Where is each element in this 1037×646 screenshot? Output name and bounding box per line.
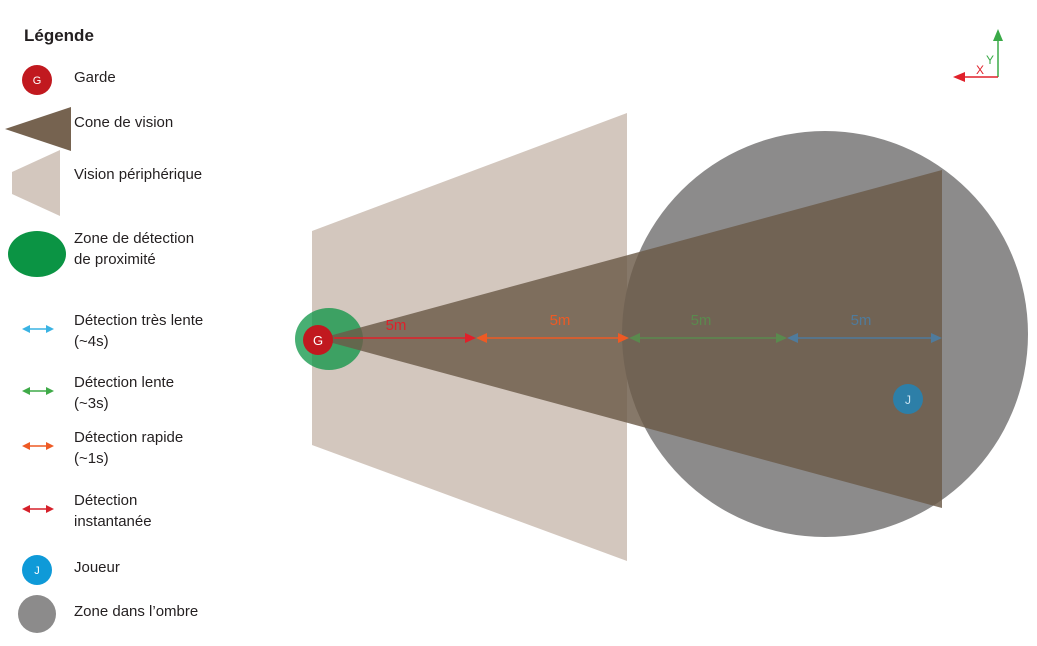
legend-label-line: (~1s) (74, 450, 109, 467)
legend-label-line: Garde (74, 69, 116, 86)
peripheral-vision-icon (12, 150, 60, 216)
legend-label-line: Détection (74, 492, 138, 509)
distance-label-slow: 5m (691, 312, 712, 329)
legend-label-line: Cone de vision (74, 114, 174, 131)
legend-label: Détection instantanée (74, 490, 152, 532)
detection-segment-slow: 5m (629, 312, 787, 343)
detection-segment-very-slow: 5m (787, 312, 942, 343)
legend-label: Joueur (74, 557, 120, 578)
double-arrow-icon (22, 387, 54, 395)
legend-label: Détection très lente (~4s) (74, 310, 203, 352)
legend-label-line: (~4s) (74, 333, 109, 350)
shadow-zone-icon (18, 595, 56, 633)
legend-label-line: instantanée (74, 513, 152, 530)
legend-label: Cone de vision (74, 112, 173, 133)
legend-label-line: Détection très lente (74, 312, 204, 329)
legend-label: Détection lente (~3s) (74, 372, 174, 414)
legend-label: Garde (74, 67, 116, 88)
legend-label-line: Joueur (74, 559, 120, 576)
x-axis-label: X (976, 63, 984, 77)
detection-segment-instant: 5m (334, 317, 476, 343)
axes-indicator: Y X (953, 29, 1003, 82)
distance-label-fast: 5m (550, 312, 571, 329)
double-arrow-icon (22, 325, 54, 333)
player-symbol-icon: J (22, 555, 52, 585)
detection-segment-fast: 5m (476, 312, 629, 343)
distance-label-instant: 5m (386, 317, 407, 334)
player-marker: J (893, 384, 923, 414)
player-label: J (905, 393, 911, 407)
legend-label: Vision périphérique (74, 164, 202, 185)
distance-label-very-slow: 5m (851, 312, 872, 329)
guard-label: G (313, 333, 323, 348)
legend-symbol-text: G (33, 75, 42, 87)
legend-label: Zone de détection de proximité (74, 228, 194, 270)
legend-label-line: Vision périphérique (74, 166, 203, 183)
vision-cone (318, 170, 942, 508)
legend-label-line: Zone de détection (74, 230, 195, 247)
guard-marker: G (303, 325, 333, 355)
legend-title: Légende (24, 26, 94, 45)
legend-label-line: de proximité (74, 251, 156, 268)
legend-label: Détection rapide (~1s) (74, 427, 183, 469)
legend-label: Zone dans l’ombre (74, 601, 198, 622)
double-arrow-icon (22, 505, 54, 513)
legend-label-line: Zone dans l’ombre (74, 603, 199, 620)
double-arrow-icon (22, 442, 54, 450)
legend: Légende G Garde Cone de vision Vision périp… (0, 0, 260, 646)
legend-label-line: (~3s) (74, 395, 109, 412)
guard-symbol-icon: G (22, 65, 52, 95)
legend-label-line: Détection rapide (74, 429, 184, 446)
legend-label-line: Détection lente (74, 374, 175, 391)
proximity-zone-icon (8, 231, 66, 277)
y-axis-label: Y (986, 53, 994, 67)
vision-cone-icon (5, 107, 71, 151)
legend-symbol-text: J (34, 565, 40, 577)
